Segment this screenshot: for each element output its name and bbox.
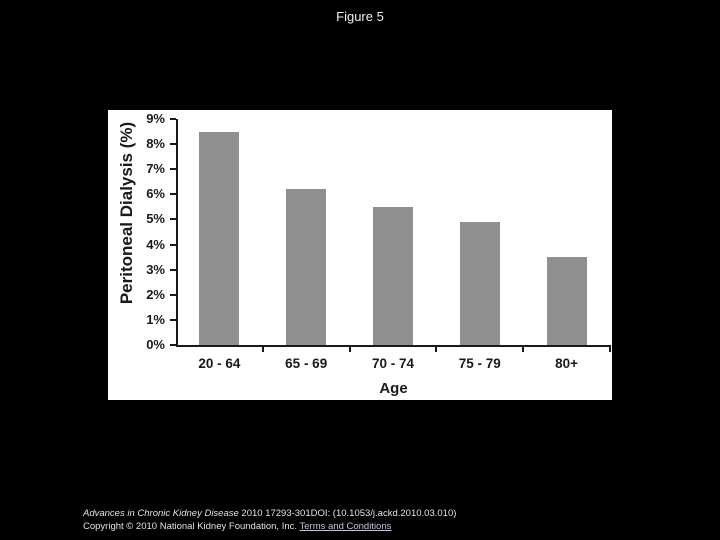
copyright-text: Copyright © 2010 National Kidney Foundat… bbox=[83, 521, 300, 532]
x-tick-label: 65 - 69 bbox=[285, 356, 328, 371]
y-tick-mark bbox=[170, 118, 176, 120]
x-tick-label: 80+ bbox=[555, 356, 579, 371]
journal-name: Advances in Chronic Kidney Disease bbox=[83, 508, 239, 519]
y-tick-mark bbox=[170, 193, 176, 196]
bar-75-79 bbox=[459, 221, 500, 345]
y-tick-mark bbox=[170, 168, 176, 171]
y-tick-label: 1% bbox=[146, 311, 165, 327]
y-tick-mark bbox=[170, 293, 176, 296]
y-tick-mark bbox=[170, 318, 176, 321]
bar-70-74 bbox=[373, 206, 413, 345]
y-tick-label: 9% bbox=[146, 111, 165, 126]
y-tick-label: 0% bbox=[146, 337, 165, 352]
citation-line: Advances in Chronic Kidney Disease 2010 … bbox=[83, 507, 456, 520]
y-tick-label: 3% bbox=[146, 261, 165, 277]
x-tick-label: 20 - 64 bbox=[198, 356, 241, 371]
citation-footer: Advances in Chronic Kidney Disease 2010 … bbox=[83, 507, 456, 533]
y-tick-label: 7% bbox=[146, 161, 165, 177]
y-tick-mark bbox=[170, 243, 176, 246]
figure-title: Figure 5 bbox=[336, 9, 384, 24]
x-tick-label: 75 - 79 bbox=[458, 356, 501, 371]
x-tick-label: 70 - 74 bbox=[371, 356, 414, 371]
y-tick-label: 4% bbox=[146, 236, 165, 252]
y-tick-mark bbox=[170, 218, 176, 221]
y-tick-label: 6% bbox=[146, 186, 165, 202]
bar-20-64 bbox=[199, 131, 240, 345]
bar-80+ bbox=[546, 257, 587, 345]
x-tick-mark bbox=[609, 347, 611, 352]
bar-65-69 bbox=[286, 189, 327, 345]
y-axis-line bbox=[176, 119, 178, 347]
terms-and-conditions-link[interactable]: Terms and Conditions bbox=[299, 521, 392, 532]
y-tick-label: 5% bbox=[146, 211, 165, 227]
x-axis-title: Age bbox=[379, 380, 408, 397]
y-tick-mark bbox=[170, 268, 176, 271]
citation-details: 2010 17293-301DOI: (10.1053/j.ackd.2010.… bbox=[238, 508, 457, 519]
chart-panel: Peritoneal Dialysis (%) 0% 1% 2% 3% 4% 5% 6% 7%… bbox=[108, 110, 612, 400]
copyright-line: Copyright © 2010 National Kidney Foundat… bbox=[83, 520, 456, 533]
y-tick-mark bbox=[170, 143, 176, 146]
x-tick-mark bbox=[348, 347, 351, 352]
x-axis-line bbox=[176, 345, 611, 347]
x-tick-mark bbox=[435, 347, 438, 352]
x-tick-mark bbox=[522, 347, 525, 352]
y-tick-mark bbox=[170, 344, 176, 346]
y-tick-label: 2% bbox=[146, 286, 165, 302]
y-tick-label: 8% bbox=[146, 136, 165, 152]
x-tick-mark bbox=[261, 347, 264, 352]
